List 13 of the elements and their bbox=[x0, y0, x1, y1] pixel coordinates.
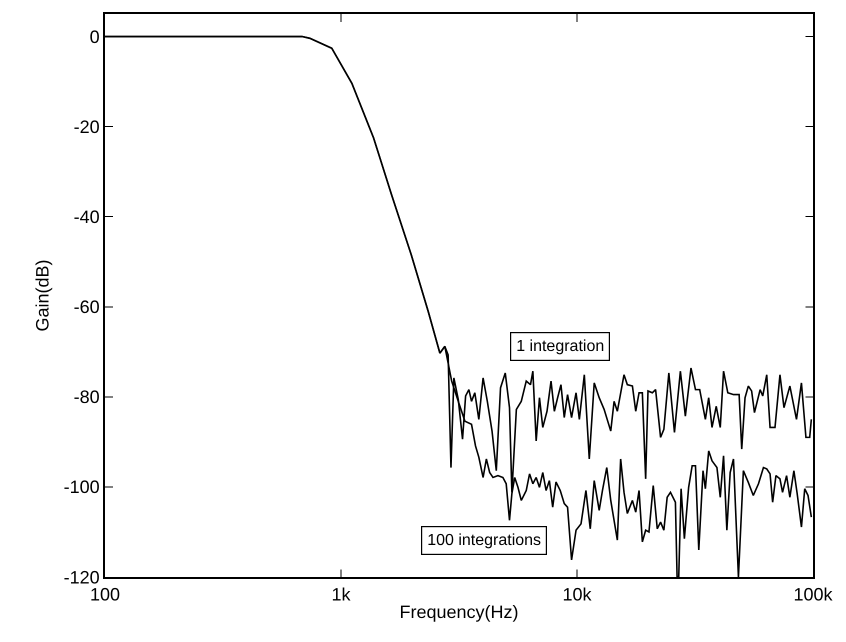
y-tick-label: -80 bbox=[74, 387, 100, 408]
y-tick-label: -40 bbox=[74, 206, 100, 227]
x-tick-label: 100k bbox=[793, 584, 834, 604]
x-tick-label: 10k bbox=[562, 584, 593, 604]
y-tick-label: -20 bbox=[74, 116, 100, 137]
y-tick-label: -100 bbox=[64, 477, 100, 498]
annotation: 1 integration bbox=[516, 338, 604, 356]
x-axis-title: Frequency(Hz) bbox=[399, 602, 519, 622]
y-tick-label: 0 bbox=[90, 26, 100, 47]
x-tick-label: 1k bbox=[331, 584, 352, 604]
annotation: 100 integrations bbox=[427, 532, 542, 550]
y-tick-label: -60 bbox=[74, 297, 100, 318]
y-axis-title: Gain(dB) bbox=[32, 259, 52, 332]
